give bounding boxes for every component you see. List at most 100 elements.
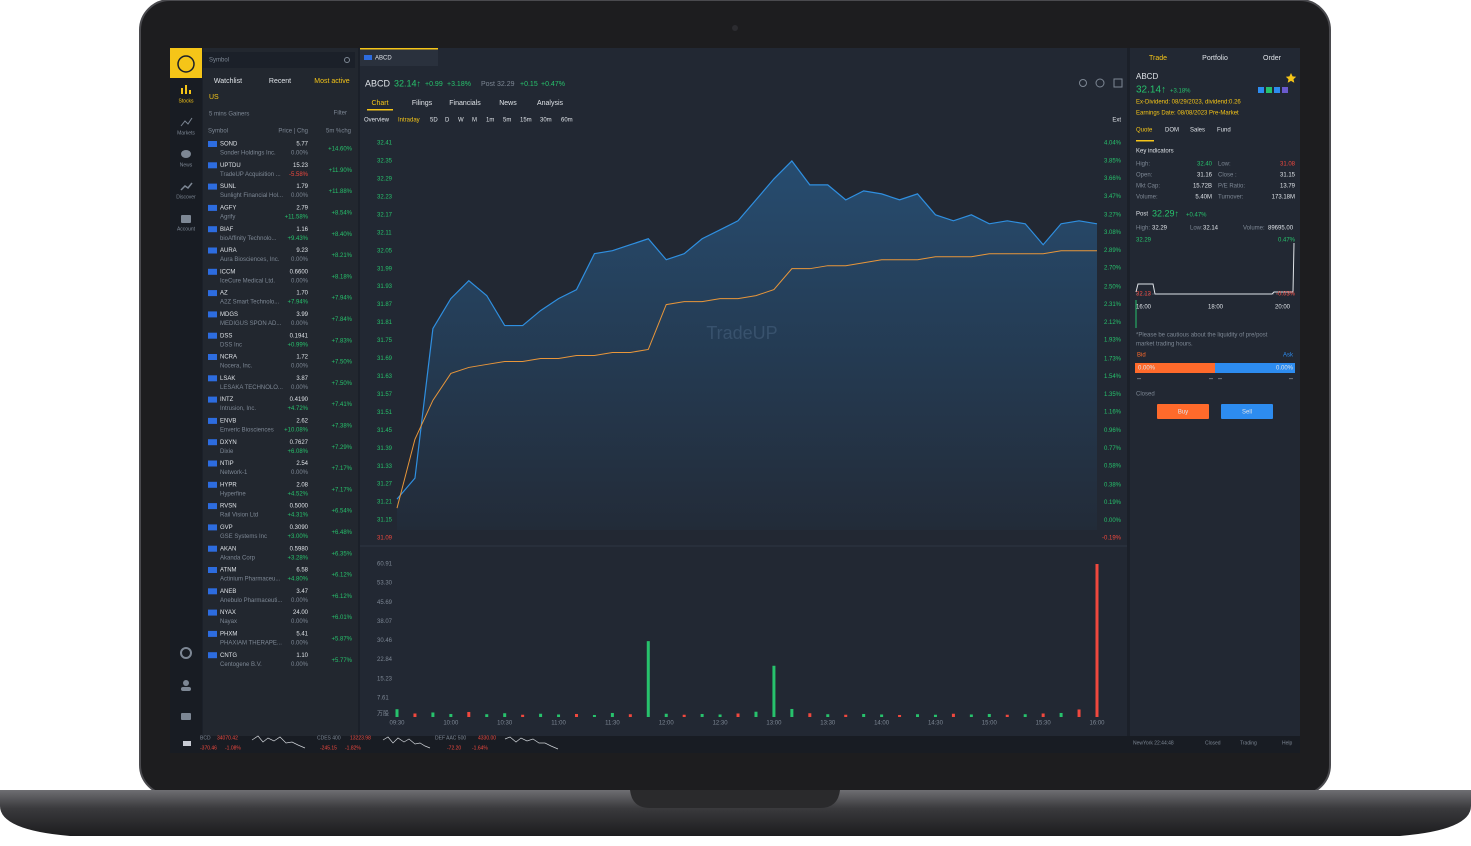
period-button[interactable]: D [445, 118, 450, 124]
logo[interactable] [170, 48, 202, 78]
row-symbol[interactable]: DXYN [220, 440, 237, 446]
row-symbol[interactable]: PHXM [220, 631, 237, 637]
settings-icon[interactable] [180, 647, 192, 659]
row-symbol[interactable]: HYPR [220, 482, 237, 488]
region[interactable]: US [209, 94, 219, 101]
market-state[interactable]: Closed [1205, 740, 1221, 746]
row-symbol[interactable]: ICCM [220, 269, 235, 275]
watchlist-tab[interactable]: Watchlist [214, 78, 242, 85]
alert-icon[interactable] [1079, 79, 1087, 87]
row-symbol[interactable]: SUNL [220, 184, 237, 190]
us-badge [208, 311, 217, 318]
column-header[interactable]: 5m %chg [326, 129, 351, 135]
filter-button[interactable]: Filter [334, 111, 347, 117]
nav-label[interactable]: Stocks [178, 98, 194, 104]
chart-tab[interactable]: Analysis [537, 100, 564, 107]
stocks-icon[interactable] [185, 85, 187, 94]
buy-label[interactable]: Buy [1178, 410, 1188, 416]
row-symbol[interactable]: RVSN [220, 504, 237, 510]
period-button[interactable]: 5m [503, 118, 511, 124]
buy-button[interactable] [1157, 404, 1209, 419]
news-icon[interactable] [181, 150, 191, 158]
row-symbol[interactable]: NTIP [220, 461, 234, 467]
row-symbol[interactable]: MDGS [220, 312, 238, 318]
row-symbol[interactable]: ATNM [220, 568, 237, 574]
sell-button[interactable] [1221, 404, 1273, 419]
period-button[interactable]: 60m [561, 118, 573, 124]
trading-state[interactable]: Trading [1240, 740, 1257, 746]
chart-tab[interactable]: Chart [371, 100, 388, 107]
search-box[interactable] [203, 52, 355, 68]
row-symbol[interactable]: AZ [220, 291, 228, 297]
period-button[interactable]: M [472, 118, 477, 124]
index-name[interactable]: CDES 400 [317, 735, 341, 741]
nav-label[interactable]: News [180, 162, 193, 168]
watchlist-tab[interactable]: Recent [269, 78, 291, 85]
chart-tab[interactable]: News [499, 100, 517, 107]
period-button[interactable]: 1m [486, 118, 494, 124]
quote-tab[interactable]: Fund [1217, 128, 1231, 134]
nav-label[interactable]: Account [177, 226, 196, 232]
symbol-tab[interactable] [360, 48, 438, 66]
row-symbol[interactable]: ANEB [220, 589, 236, 595]
mail-icon[interactable] [181, 713, 191, 720]
profile-icon[interactable] [183, 680, 189, 686]
quote-tab[interactable]: DOM [1165, 128, 1179, 134]
markets-icon[interactable] [180, 117, 193, 127]
index-name[interactable]: BCD [200, 735, 211, 741]
watchlist-tab[interactable]: Most active [314, 78, 350, 85]
help-link[interactable]: Help [1282, 740, 1293, 746]
row-symbol[interactable]: ENVB [220, 418, 236, 424]
stocks-icon[interactable] [189, 90, 191, 94]
row-symbol[interactable]: SOND [220, 142, 238, 148]
chart-tab[interactable]: Financials [449, 100, 481, 107]
us-badge [208, 545, 217, 552]
period-button[interactable]: Intraday [398, 118, 420, 124]
tab-label[interactable]: ABCD [375, 56, 392, 62]
indicator-label: Low: [1218, 162, 1231, 168]
row-symbol[interactable]: UPTDU [220, 163, 241, 169]
period-button[interactable]: Overview [364, 118, 390, 124]
row-symbol[interactable]: AURA [220, 248, 237, 254]
row-symbol[interactable]: NCRA [220, 355, 237, 361]
row-symbol[interactable]: NYAX [220, 610, 236, 616]
nav-label[interactable]: Markets [177, 130, 195, 136]
quote-tab[interactable]: Sales [1190, 128, 1205, 134]
period-button[interactable]: 5D [430, 118, 438, 124]
row-symbol[interactable]: LSAK [220, 376, 235, 382]
quote-tab[interactable]: Quote [1136, 128, 1153, 134]
nav-label[interactable]: Discover [176, 194, 196, 200]
stocks-icon[interactable] [181, 88, 183, 94]
period-button[interactable]: 15m [520, 118, 532, 124]
row-symbol[interactable]: AGFY [220, 205, 236, 211]
refresh-icon[interactable] [1095, 78, 1105, 88]
row-symbol[interactable]: INTZ [220, 397, 234, 403]
account-icon[interactable] [181, 215, 191, 223]
discover-icon[interactable] [180, 182, 193, 191]
ext-toggle[interactable]: Ext [1112, 118, 1121, 124]
index-name[interactable]: DEF AAC 500 [435, 735, 466, 741]
column-header[interactable]: Symbol [208, 129, 228, 135]
sell-label[interactable]: Sell [1242, 410, 1252, 416]
column-header[interactable]: Price | Chg [278, 129, 308, 135]
search-icon[interactable] [344, 57, 350, 63]
x-tick-label: 09:30 [389, 721, 405, 727]
trade-tab[interactable]: Trade [1149, 55, 1167, 62]
y-tick-label: 31.57 [377, 392, 393, 398]
row-symbol[interactable]: DSS [220, 333, 232, 339]
layout-icon[interactable] [1113, 78, 1123, 88]
row-symbol[interactable]: GVP [220, 525, 233, 531]
chart-tab[interactable]: Filings [412, 100, 433, 107]
screen-filter[interactable]: 5 mins Gainers [209, 112, 249, 118]
period-button[interactable]: 30m [540, 118, 552, 124]
profile-icon[interactable] [181, 687, 191, 691]
trade-tab[interactable]: Order [1263, 55, 1282, 62]
favorite-star[interactable] [1285, 73, 1297, 83]
row-symbol[interactable]: CNTG [220, 653, 237, 659]
key-indicators[interactable]: Key indicators [1136, 149, 1174, 155]
row-symbol[interactable]: AKAN [220, 546, 236, 552]
row-symbol[interactable]: BIAF [220, 227, 234, 233]
period-button[interactable]: W [458, 118, 464, 124]
row-price: 0.6600 [290, 269, 309, 275]
trade-tab[interactable]: Portfolio [1202, 55, 1228, 62]
